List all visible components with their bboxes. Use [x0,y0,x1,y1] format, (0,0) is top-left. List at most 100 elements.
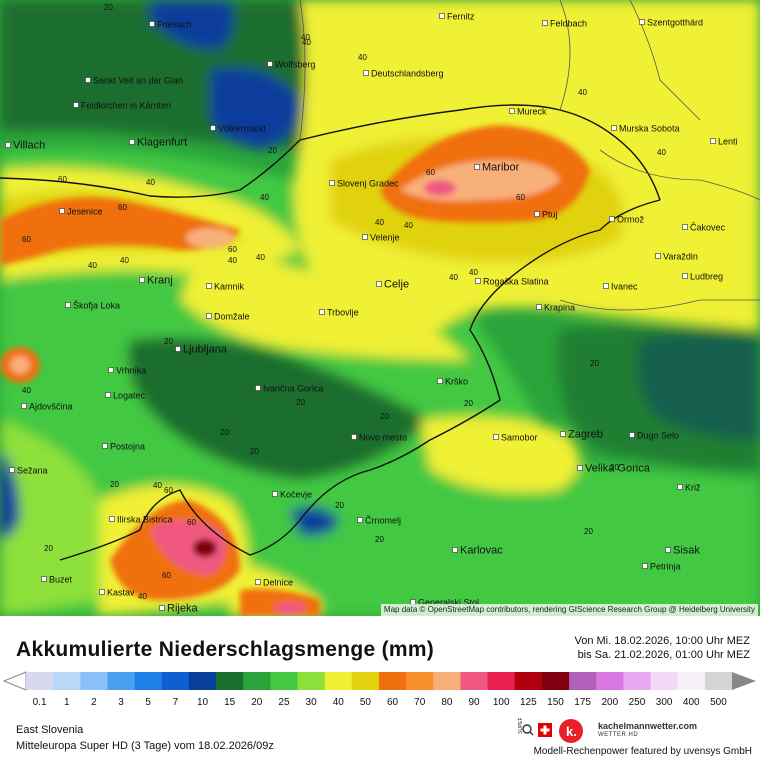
city-marker-icon [21,403,27,409]
legend-label: 2 [91,697,97,708]
city-label: Klagenfurt [137,137,187,149]
legend-label: 100 [492,697,510,708]
city-marker-icon [9,467,15,473]
contour-label: 60 [58,175,67,184]
city-ilirska-bistrica: Ilirska Bistrica [109,515,173,525]
city-marker-icon [357,517,363,523]
contour-label: 60 [162,571,171,580]
city-marker-icon [677,484,683,490]
city-label: Wolfsberg [275,60,315,70]
city-kastav: Kastav [99,588,135,598]
city-label: Buzet [49,575,73,585]
city-marker-icon [351,434,357,440]
city-label: Sisak [673,545,700,557]
legend-swatch [460,672,489,690]
city-marker-icon [376,281,382,287]
city-label: Ajdovščina [29,402,73,412]
logos[interactable]: SUPER k. kachelmannwetter.com WETTER HD [512,716,752,744]
city-kamnik: Kamnik [206,282,245,292]
city-lenti: Lenti [710,137,738,147]
legend-label: 40 [332,697,344,708]
brand-name[interactable]: kachelmannwetter.com WETTER HD [598,721,698,739]
city-marker-icon [493,434,499,440]
contour-label: 40 [260,193,269,202]
city-vrhnika: Vrhnika [108,366,146,376]
legend-arrow-left-icon [2,671,27,691]
city-novo-mesto: Novo mesto [351,433,407,443]
legend-label: 200 [601,697,619,708]
contour-label: 40 [375,218,384,227]
legend-swatch [297,672,326,690]
city-label: Zagreb [568,429,603,441]
city-marker-icon [149,21,155,27]
city-marker-icon [577,465,583,471]
contour-label: 40 [302,38,311,47]
period-from: Von Mi. 18.02.2026, 10:00 Uhr MEZ [574,635,751,647]
kachelmann-logo-icon: k. [559,719,583,743]
city-logatec: Logatec [105,391,146,401]
city-samobor: Samobor [493,433,538,443]
contour-label: 20 [375,535,384,544]
contour-label: 40 [256,253,265,262]
city-marker-icon [439,13,445,19]
legend-label: 60 [387,697,399,708]
city-marker-icon [41,576,47,582]
city-krapina: Krapina [536,303,575,313]
city-marker-icon [5,142,11,148]
city-label: Generalski Stol [418,598,479,608]
city-label: Sankt Veit an der Glan [93,76,183,86]
legend-label: 125 [520,697,537,708]
city-roga-ka-slatina: Rogaška Slatina [475,277,549,287]
city-mureck: Mureck [509,107,547,117]
city-marker-icon [682,224,688,230]
contour-label: 40 [657,148,666,157]
city-ormo-: Ormož [609,215,645,225]
city-petrinja: Petrinja [642,562,681,572]
city-marker-icon [319,309,325,315]
contour-label: 20 [335,501,344,510]
contour-label: 60 [187,518,196,527]
legend-swatch [650,672,679,690]
city-marker-icon [665,547,671,553]
legend-label: 7 [172,697,179,708]
city-marker-icon [108,367,114,373]
contour-label: 40 [301,33,310,42]
legend-arrow-right-icon [732,672,756,690]
city-celje: Celje [376,279,409,291]
precipitation-map[interactable]: 20 20 40 40 40 40 40 40 40 60 60 60 40 40 40 40 40 40 60 60… [0,0,760,616]
legend-swatch [53,672,81,690]
legend-swatch [569,672,597,690]
city-label: Varaždin [663,252,698,262]
city-marker-icon [639,19,645,25]
city-label: Slovenj Gradec [337,179,399,189]
city-label: Kastav [107,588,135,598]
contour-label: 20 [464,399,473,408]
city-marker-icon [102,443,108,449]
city-label: Dugo Selo [637,431,679,441]
legend-swatch [216,672,244,690]
city-label: Celje [384,279,409,291]
city-rijeka: Rijeka [159,603,198,615]
city-marker-icon [206,313,212,319]
legend-label: 300 [655,697,673,708]
legend-label: 400 [682,697,700,708]
legend-label: 500 [710,697,727,708]
city-marker-icon [629,432,635,438]
city-marker-icon [542,20,548,26]
city-marker-icon [272,491,278,497]
contour-label: 40 [449,273,458,282]
city-label: Rijeka [167,603,198,615]
legend-label: 175 [574,697,591,708]
contour-label: 40 [153,481,162,490]
legend-swatch [134,672,163,690]
city-label: Ludbreg [690,272,723,282]
chart-title: Akkumulierte Niederschlagsmenge (mm) [16,638,435,661]
city--kofja-loka: Škofja Loka [65,301,120,311]
city-marker-icon [609,216,615,222]
city-sankt-veit-an-der-glan: Sankt Veit an der Glan [85,76,183,86]
city-label: Delnice [263,578,293,588]
city-label: Karlovac [460,545,503,557]
period-to: bis Sa. 21.02.2026, 01:00 Uhr MEZ [577,649,750,661]
city-marker-icon [73,102,79,108]
